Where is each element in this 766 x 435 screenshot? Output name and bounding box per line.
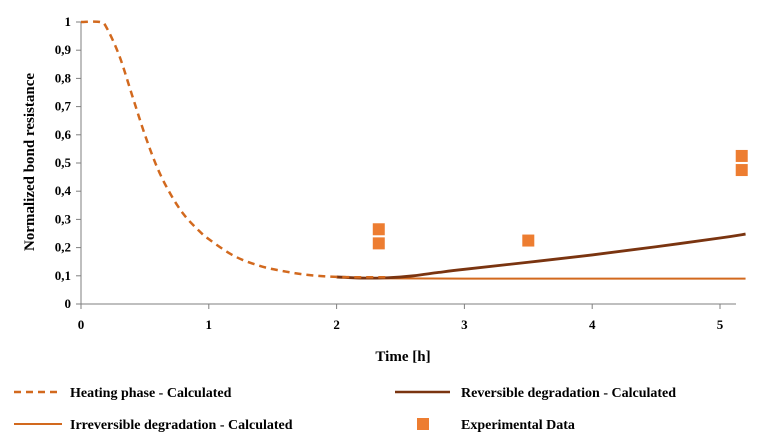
x-tick-labels: 0 1 2 3 4 5 [78,317,724,332]
legend-label-heating: Heating phase - Calculated [70,386,232,401]
x-tick-label: 5 [717,317,724,332]
y-tick-label: 0,3 [55,211,72,226]
legend-label-experimental: Experimental Data [461,418,575,433]
x-tick-label: 4 [589,317,596,332]
experimental-data-point [372,237,385,250]
y-tick-label: 0,6 [55,127,72,142]
y-tick-label: 0,8 [55,70,72,85]
experimental-data-point [735,164,748,177]
series-heating-line [80,20,388,279]
x-tick-label: 1 [206,317,213,332]
x-tick-label: 2 [333,317,340,332]
y-tick-label: 0,1 [55,268,71,283]
legend-swatch-experimental [417,418,429,430]
y-tick-label: 0,5 [55,155,72,170]
x-tick-label: 3 [461,317,468,332]
experimental-data-point [735,149,748,162]
y-tick-labels: 0 0,1 0,2 0,3 0,4 0,5 0,6 0,7 0,8 0,9 1 [55,14,72,311]
y-tick-label: 0 [65,296,72,311]
y-tick-label: 0,9 [55,42,72,57]
series-reversible-line [336,232,746,280]
legend-label-irreversible: Irreversible degradation - Calculated [70,418,293,433]
legend-item-reversible: Reversible degradation - Calculated [395,386,676,401]
y-tick-label: 0,4 [55,183,72,198]
plot-area [80,20,748,280]
x-axis-label: Time [h] [375,349,430,365]
x-tick-label: 0 [78,317,85,332]
legend-item-irreversible: Irreversible degradation - Calculated [14,418,293,433]
y-tick-label: 0,7 [55,99,72,114]
legend-label-reversible: Reversible degradation - Calculated [461,386,676,401]
legend: Heating phase - Calculated Reversible de… [14,386,676,433]
experimental-data-point [522,234,535,247]
y-tick-label: 0,2 [55,240,71,255]
axes [76,21,736,309]
experimental-data-point [372,223,385,236]
legend-item-heating: Heating phase - Calculated [14,386,232,401]
y-axis-label: Normalized bond resistance [22,73,38,251]
legend-item-experimental: Experimental Data [417,418,575,433]
y-tick-label: 1 [65,14,72,29]
